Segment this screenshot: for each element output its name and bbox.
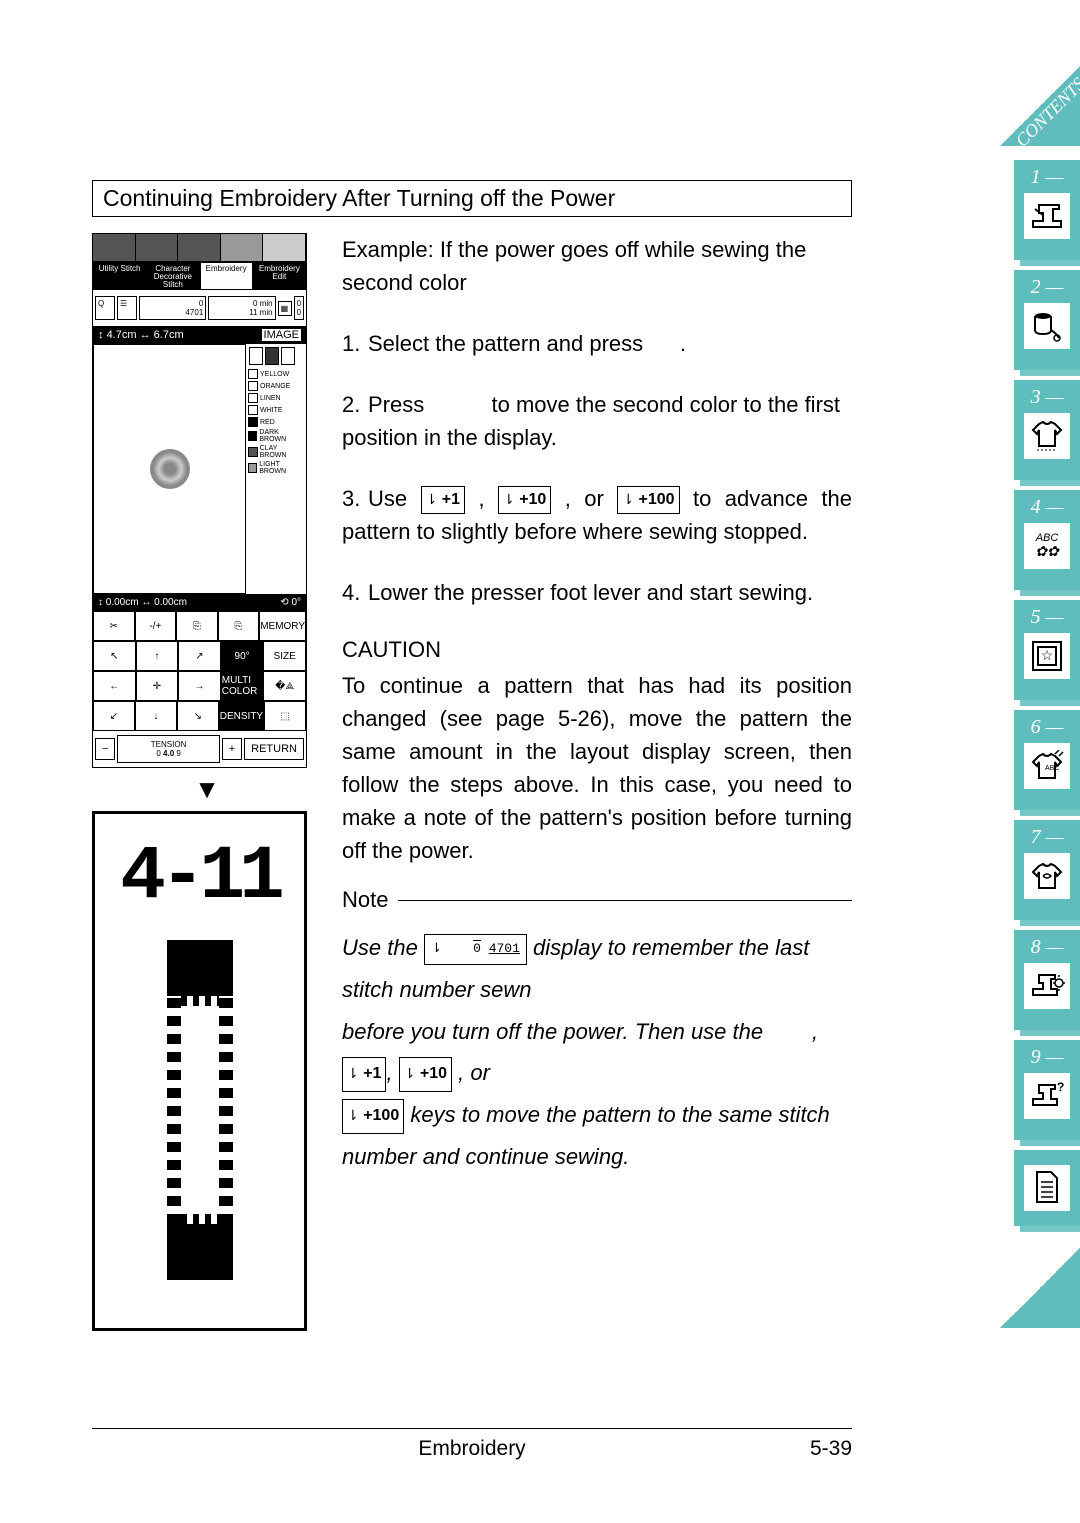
stitch-counter-display: ⇂ 0 4701: [424, 934, 527, 965]
right-column: Example: If the power goes off while sew…: [342, 233, 852, 1331]
plus-1-button: ⇂ +1: [421, 486, 465, 514]
color-list: YELLOW ORANGE LINEN WHITE RED DARK BROWN…: [246, 344, 306, 594]
step-4: 4.Lower the presser foot lever and start…: [342, 576, 852, 609]
pattern-preview: [93, 344, 246, 594]
machine-settings-icon: [1024, 963, 1070, 1009]
side-navigation-tabs: CONTENTS 1 — 2 — 3 — 4 —: [980, 64, 1080, 1342]
plus-10-button: ⇂ +10: [498, 486, 551, 514]
page-footer: Embroidery 5-39: [92, 1428, 852, 1461]
step-3: 3.Use ⇂ +1 , ⇂ +10 , or ⇂ +100 to advanc…: [342, 482, 852, 548]
shirt-icon: [1024, 413, 1070, 459]
instruction-steps: Example: If the power goes off while sew…: [342, 233, 852, 609]
footer-chapter: Embroidery: [418, 1437, 525, 1461]
left-column: Utility Stitch Character Decorative Stit…: [92, 233, 322, 1331]
svg-text:ABC: ABC: [1045, 765, 1059, 772]
tab-number: 8 —: [1031, 936, 1064, 959]
chapter-2-tab[interactable]: 2 —: [1014, 270, 1080, 370]
chapter-4-tab[interactable]: 4 — ABC ✿✿: [1014, 490, 1080, 590]
abc-pattern-icon: ABC ✿✿: [1024, 523, 1070, 569]
sewing-machine-icon: [1024, 193, 1070, 239]
document-icon: [1024, 1165, 1070, 1211]
page-indicator: 4-11: [120, 834, 278, 920]
thread-spool-icon: [1024, 303, 1070, 349]
chapter-5-tab[interactable]: 5 — ☆: [1014, 600, 1080, 700]
tab-number: 4 —: [1031, 496, 1064, 519]
tab-number: 6 —: [1031, 716, 1064, 739]
down-arrow-icon: ▼: [92, 774, 322, 805]
chapter-1-tab[interactable]: 1 —: [1014, 160, 1080, 260]
tab-number: 3 —: [1031, 386, 1064, 409]
tab-number: 9 —: [1031, 1046, 1064, 1069]
machine-lcd-screenshot: Utility Stitch Character Decorative Stit…: [92, 233, 307, 768]
svg-text:☆: ☆: [1041, 647, 1054, 663]
example-text: Example: If the power goes off while sew…: [342, 233, 852, 299]
plus-100-button: ⇂ +100: [342, 1099, 404, 1133]
embroidery-frame-icon: ☆: [1024, 633, 1070, 679]
step-2: 2.Press to move the second color to the …: [342, 388, 852, 454]
chapter-3-tab[interactable]: 3 —: [1014, 380, 1080, 480]
chapter-9-tab[interactable]: 9 — ?!: [1014, 1040, 1080, 1140]
chapter-8-tab[interactable]: 8 —: [1014, 930, 1080, 1030]
embroidery-edit-tab: Embroidery Edit: [253, 262, 306, 290]
section-title: Continuing Embroidery After Turning off …: [92, 180, 852, 217]
chapter-6-tab[interactable]: 6 — ABC: [1014, 710, 1080, 810]
buttonhole-pattern: [167, 940, 233, 1280]
plus-100-button: ⇂ +100: [617, 486, 679, 514]
shirt-edit-icon: ABC: [1024, 743, 1070, 789]
applique-shirt-icon: [1024, 853, 1070, 899]
note-heading: Note: [342, 887, 388, 913]
footer-page-number: 5-39: [810, 1437, 852, 1461]
utility-stitch-tab: Utility Stitch: [93, 262, 146, 290]
char-stitch-tab: Character Decorative Stitch: [146, 262, 199, 290]
tab-number: 5 —: [1031, 606, 1064, 629]
note-heading-row: Note: [342, 887, 852, 913]
chapter-7-tab[interactable]: 7 —: [1014, 820, 1080, 920]
main-content: Continuing Embroidery After Turning off …: [92, 180, 852, 1331]
step-1: 1.Select the pattern and press .: [342, 327, 852, 360]
plus-1-button: ⇂ +1: [342, 1057, 386, 1091]
caution-text: To continue a pattern that has had its p…: [342, 669, 852, 867]
plus-10-button: ⇂ +10: [399, 1057, 452, 1091]
pattern-display-screenshot: 4-11: [92, 811, 307, 1331]
contents-tab[interactable]: CONTENTS: [1000, 64, 1080, 146]
note-body: Use the ⇂ 0 4701 display to remember the…: [342, 927, 852, 1178]
tab-number: 2 —: [1031, 276, 1064, 299]
machine-help-icon: ?!: [1024, 1073, 1070, 1119]
tab-number: 7 —: [1031, 826, 1064, 849]
index-tab[interactable]: Index: [1000, 1246, 1080, 1328]
embroidery-tab: Embroidery: [200, 262, 253, 290]
caution-heading: CAUTION: [342, 637, 852, 663]
notes-tab[interactable]: [1014, 1150, 1080, 1226]
tab-number: 1 —: [1031, 166, 1064, 189]
svg-text:?!: ?!: [1057, 1081, 1065, 1094]
